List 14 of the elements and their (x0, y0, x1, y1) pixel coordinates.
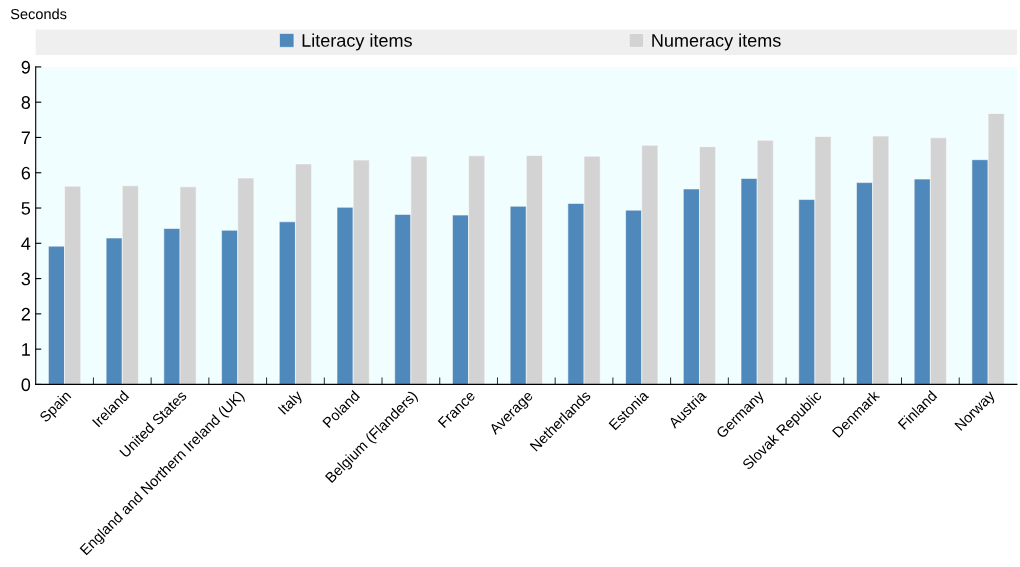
legend-label: Literacy items (302, 33, 412, 51)
y-tick-label: 2 (21, 307, 30, 321)
y-tick-label: 4 (21, 237, 31, 250)
x-tick-label: Italy (277, 389, 306, 417)
y-tick-label: 3 (21, 272, 31, 286)
legend-label: Numeracy items (652, 33, 781, 51)
y-tick-label: 7 (21, 131, 30, 145)
y-axis-title: Seconds (10, 8, 67, 20)
y-tick-label: 6 (21, 166, 31, 180)
y-tick-label: 8 (21, 96, 31, 109)
y-tick-label: 1 (22, 343, 30, 356)
y-tick-label: 9 (21, 60, 30, 74)
y-tick-label: 5 (21, 202, 31, 215)
y-tick-label: 0 (21, 378, 31, 392)
